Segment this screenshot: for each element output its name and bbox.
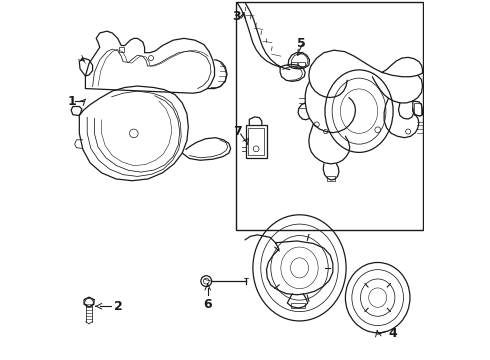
Text: 1: 1 [68,95,76,108]
Bar [414,103,421,115]
Text: 7: 7 [233,125,242,138]
Text: 5: 5 [297,36,306,50]
Text: 3: 3 [232,10,240,23]
Text: 4: 4 [389,327,397,340]
Bar [291,62,297,66]
Bar [298,62,304,66]
Bar [236,3,422,230]
Bar [245,125,267,158]
Bar [248,128,265,155]
Text: 2: 2 [114,300,123,313]
Bar [327,176,335,181]
Bar [119,47,124,51]
Bar [291,303,304,308]
Text: 6: 6 [203,298,212,311]
